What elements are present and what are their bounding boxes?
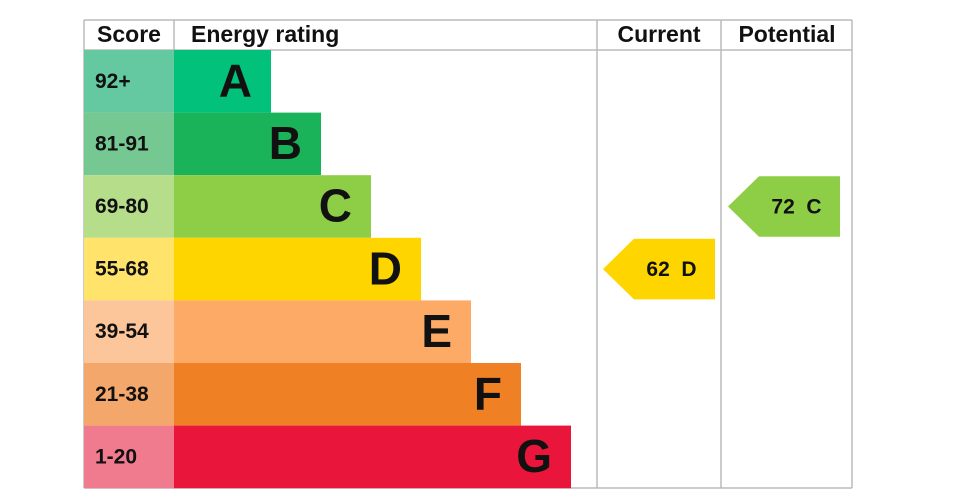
band-letter: G xyxy=(516,430,552,482)
score-label: 92+ xyxy=(95,70,131,93)
score-cell xyxy=(84,50,174,113)
potential-arrow xyxy=(728,176,840,237)
band-letter: B xyxy=(269,117,302,169)
rating-header: Energy rating xyxy=(191,21,339,47)
rating-bar xyxy=(174,425,571,489)
score-header: Score xyxy=(97,21,161,47)
band-letter: D xyxy=(369,242,402,294)
score-label: 21-38 xyxy=(95,383,149,406)
score-cell xyxy=(84,425,174,489)
potential-band: C xyxy=(806,195,821,218)
score-label: 55-68 xyxy=(95,258,149,281)
score-cell xyxy=(84,112,174,176)
rating-bar xyxy=(174,50,271,113)
current-band: D xyxy=(681,258,696,281)
potential-header: Potential xyxy=(738,21,835,47)
rating-bar xyxy=(174,175,371,238)
rating-bar xyxy=(174,112,321,176)
band-letter: C xyxy=(319,180,352,232)
potential-label: 72 C xyxy=(771,195,821,218)
rating-bar xyxy=(174,237,421,301)
current-value: 62 xyxy=(646,258,669,281)
score-label: 81-91 xyxy=(95,132,149,155)
score-label: 69-80 xyxy=(95,195,149,218)
current-arrow xyxy=(603,238,715,300)
score-label: 39-54 xyxy=(95,320,149,343)
score-label: 1-20 xyxy=(95,445,137,468)
score-cell xyxy=(84,237,174,301)
score-cell xyxy=(84,363,174,426)
band-letter: F xyxy=(474,367,502,419)
band-letter: E xyxy=(421,305,452,357)
potential-value: 72 xyxy=(771,195,794,218)
score-cell xyxy=(84,300,174,363)
rating-bar xyxy=(174,363,521,426)
score-cell xyxy=(84,175,174,238)
band-letter: A xyxy=(219,54,252,106)
current-header: Current xyxy=(617,21,700,47)
rating-bar xyxy=(174,300,471,363)
current-label: 62 D xyxy=(646,258,696,281)
